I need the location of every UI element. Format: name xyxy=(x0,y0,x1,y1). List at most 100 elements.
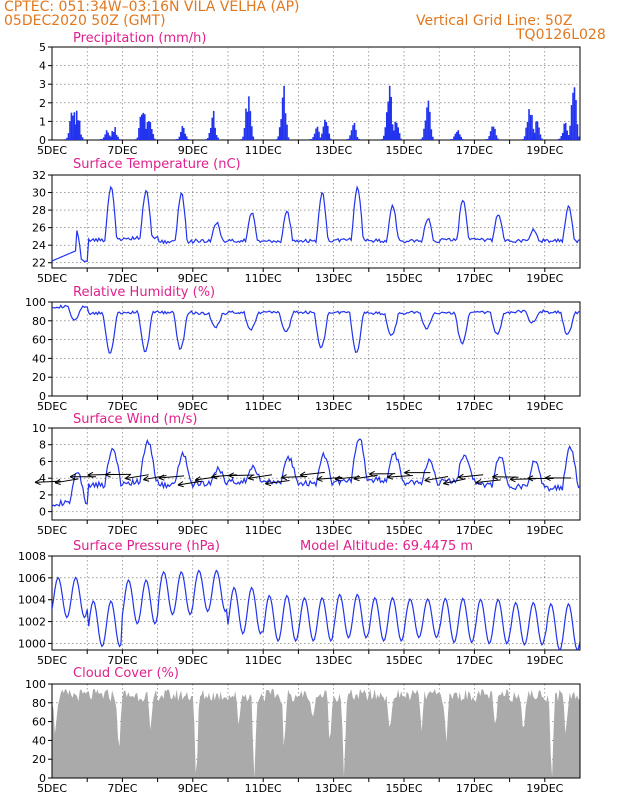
precip-bar xyxy=(104,134,106,140)
pressure-frame xyxy=(51,555,581,651)
precip-bar xyxy=(430,129,433,140)
precip-bar xyxy=(557,139,560,140)
wind-vector-head xyxy=(404,469,411,476)
precip-bar xyxy=(143,137,146,140)
precip-bar xyxy=(107,132,109,140)
cloud-cover-area xyxy=(52,688,580,778)
wind-vector xyxy=(299,471,325,476)
precipitation-ytick-label: 3 xyxy=(39,78,46,91)
precip-bar xyxy=(75,110,78,140)
wind-vector xyxy=(458,474,484,478)
precip-bar xyxy=(495,135,498,140)
precip-bar xyxy=(454,133,457,140)
wind-vector-head xyxy=(54,478,61,485)
pressure-xtick-label: 11DEC xyxy=(245,654,282,667)
wind-ytick-label: 6 xyxy=(39,455,46,468)
wind-vector-head xyxy=(104,471,111,478)
precip-bar xyxy=(523,136,526,140)
wind-vector-head xyxy=(527,475,534,482)
humidity-xtick-label: 11DEC xyxy=(245,400,282,413)
precip-bar xyxy=(575,100,577,140)
wind-vector xyxy=(387,474,413,478)
precip-bar xyxy=(391,124,394,140)
precip-bar xyxy=(346,139,348,140)
precip-bar xyxy=(111,131,113,140)
precip-bar xyxy=(142,139,144,140)
precip-bar xyxy=(355,129,357,140)
precip-bar xyxy=(566,130,568,140)
precip-bar xyxy=(70,112,73,140)
humidity-frame xyxy=(51,301,581,397)
precip-bar xyxy=(70,139,72,140)
precip-bar xyxy=(559,138,561,140)
header-code: TQ0126L028 xyxy=(516,27,606,43)
wind-vector-head xyxy=(443,479,450,486)
precip-bar xyxy=(149,122,152,140)
precip-bar xyxy=(541,138,543,140)
precip-bar xyxy=(108,139,111,140)
wind-vector xyxy=(424,476,449,482)
precip-bar xyxy=(528,109,530,140)
wind-vector xyxy=(177,480,202,486)
precip-bar xyxy=(563,123,566,140)
precipitation-xtick-label: 7DEC xyxy=(107,144,137,157)
precipitation-xtick-label: 9DEC xyxy=(178,144,208,157)
wind-xtick-label: 7DEC xyxy=(107,524,137,537)
temperature-xtick-label: 11DEC xyxy=(245,272,282,285)
precip-bar xyxy=(423,128,425,140)
precip-bar xyxy=(569,125,571,140)
precip-bar xyxy=(488,136,490,140)
humidity-xtick-label: 13DEC xyxy=(315,400,352,413)
precip-bar xyxy=(347,138,350,140)
precip-bar xyxy=(421,137,424,140)
precipitation-title: Precipitation (mm/h) xyxy=(73,31,206,46)
cloud-ytick-label: 60 xyxy=(32,716,46,729)
precip-bar xyxy=(108,135,111,140)
precip-bar xyxy=(390,138,392,140)
precip-bar xyxy=(109,137,112,140)
wind-ytick-label: 4 xyxy=(39,472,46,485)
temperature-xtick-label: 19DEC xyxy=(526,272,563,285)
precip-bar xyxy=(81,137,84,140)
humidity-ytick-label: 20 xyxy=(32,371,46,384)
cloud-xtick-label: 13DEC xyxy=(315,782,352,795)
precipitation-frame xyxy=(51,46,581,141)
precip-bar xyxy=(178,136,181,140)
wind-vector-head xyxy=(158,474,165,481)
precip-bar xyxy=(315,128,317,140)
wind-vector-head xyxy=(386,473,393,480)
precip-bar xyxy=(143,114,146,140)
precip-bar xyxy=(460,136,463,140)
pressure-xtick-label: 13DEC xyxy=(315,654,352,667)
wind-frame xyxy=(51,427,581,521)
wind-vector-head xyxy=(475,478,482,486)
precip-bar xyxy=(135,139,137,140)
precip-bar xyxy=(281,97,284,140)
precip-bar xyxy=(310,139,313,140)
precip-bar xyxy=(142,112,145,140)
wind-vector-head xyxy=(424,476,431,483)
precip-bar xyxy=(531,114,533,140)
precip-bar xyxy=(146,122,149,140)
humidity-series-line xyxy=(52,304,580,354)
precip-bar xyxy=(117,136,119,140)
precip-bar xyxy=(251,126,253,140)
precip-bar xyxy=(153,138,156,140)
wind-vector-head xyxy=(69,473,76,480)
humidity-ytick-label: 80 xyxy=(32,315,46,328)
precip-bar xyxy=(313,133,316,140)
wind-xtick-label: 9DEC xyxy=(178,524,208,537)
wind-xtick-label: 11DEC xyxy=(245,524,282,537)
precip-bar xyxy=(316,126,319,140)
precip-bar xyxy=(312,137,314,140)
precip-bar xyxy=(451,139,454,140)
precip-bar xyxy=(398,133,401,140)
wind-vector-head xyxy=(316,475,323,482)
header-station: CPTEC: 051:34W–03:16N VILA VELHA (AP) xyxy=(4,0,300,15)
wind-vector-head xyxy=(281,474,288,481)
pressure-xtick-label: 7DEC xyxy=(107,654,137,667)
wind-series-line xyxy=(52,438,580,507)
precip-bar xyxy=(207,138,209,140)
wind-ytick-label: 2 xyxy=(39,489,46,502)
precip-bar xyxy=(560,135,563,140)
